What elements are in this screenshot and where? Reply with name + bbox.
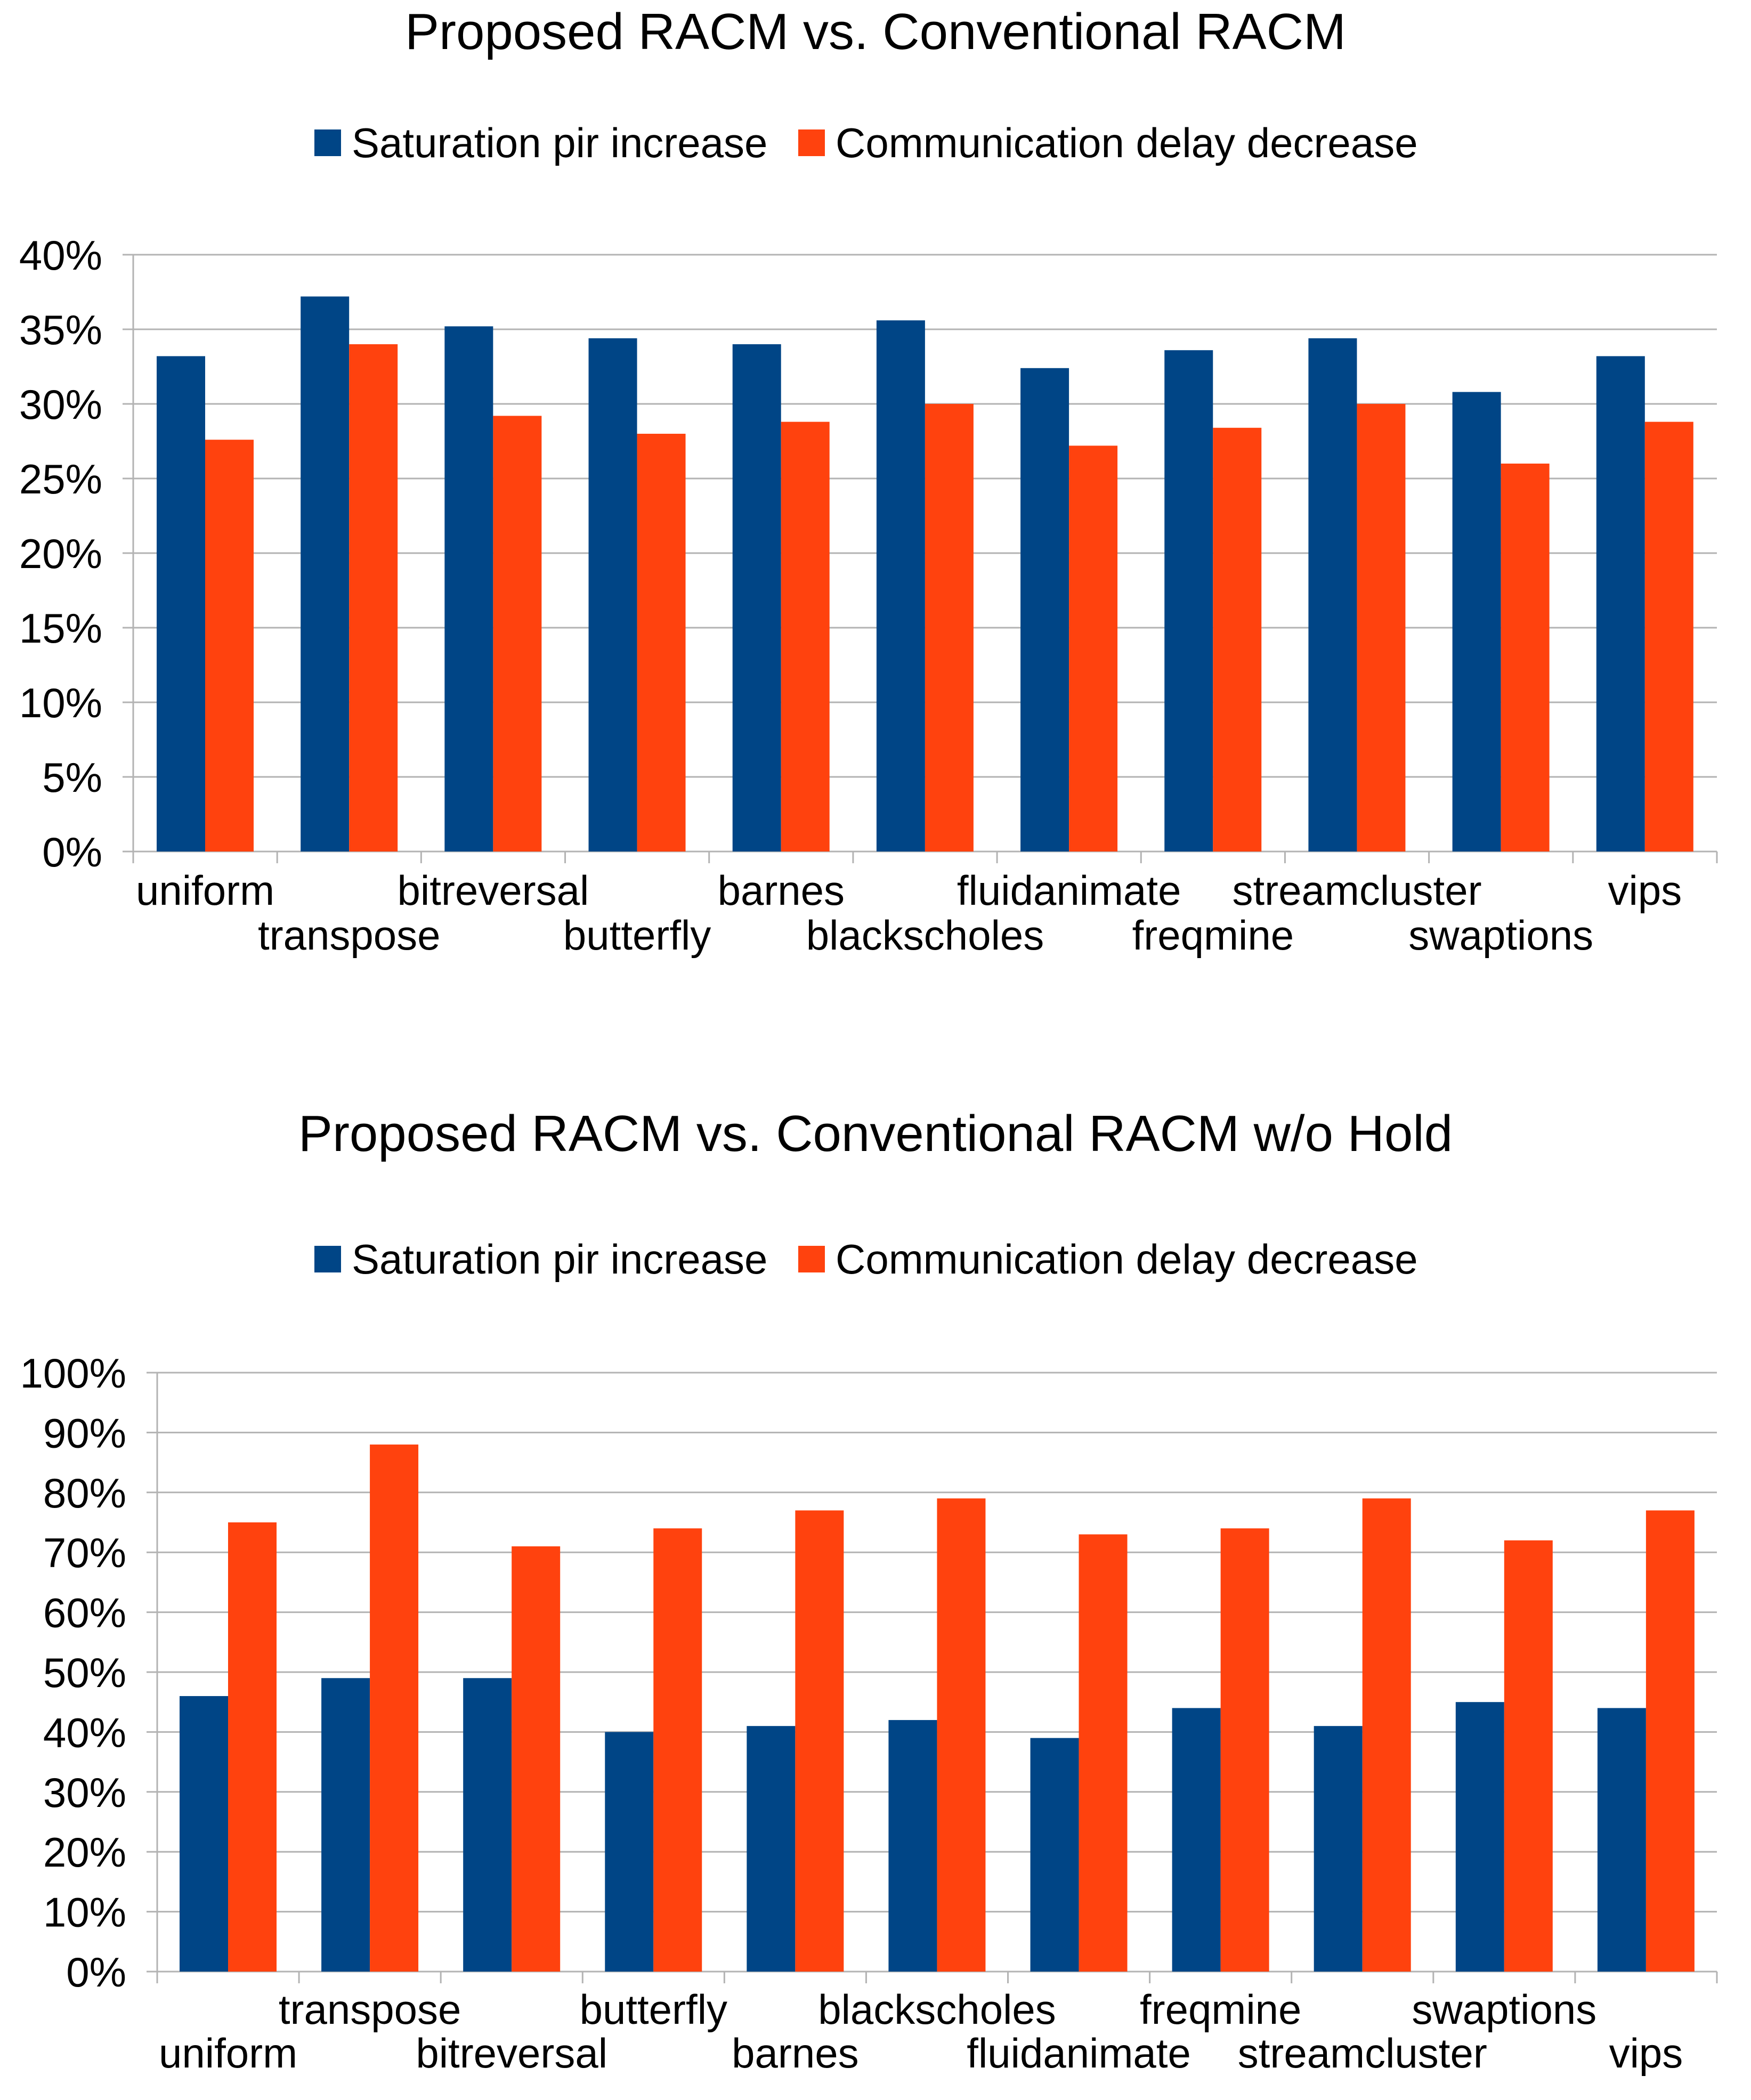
- x-category-label: fluidanimate: [967, 2030, 1191, 2077]
- y-tick-label: 40%: [43, 1709, 126, 1756]
- y-tick-label: 10%: [19, 679, 102, 726]
- bar-fluidanimate-delay: [1069, 445, 1118, 852]
- bar-fluidanimate-saturation: [1020, 368, 1069, 852]
- bar-blackscholes-delay: [937, 1498, 986, 1972]
- bar-uniform-saturation: [180, 1696, 228, 1972]
- x-category-label: transpose: [258, 912, 441, 959]
- bar-uniform-delay: [228, 1522, 277, 1972]
- bar-barnes-delay: [781, 421, 830, 852]
- bar-butterfly-delay: [637, 434, 686, 852]
- bar-freqmine-saturation: [1172, 1708, 1221, 1972]
- legend-label-delay: Communication delay decrease: [836, 1236, 1418, 1283]
- x-category-label: uniform: [159, 2030, 297, 2077]
- y-tick-label: 15%: [19, 605, 102, 652]
- bar-chart-proposed-vs-conventional-without-hold: Proposed RACM vs. Conventional RACM w/o …: [20, 1105, 1718, 2077]
- bar-vips-delay: [1645, 1510, 1695, 1972]
- bar-blackscholes-delay: [925, 404, 974, 852]
- x-category-label: vips: [1609, 2030, 1683, 2077]
- bar-freqmine-delay: [1220, 1528, 1269, 1972]
- x-category-label: streamcluster: [1238, 2030, 1487, 2077]
- bar-barnes-delay: [795, 1510, 844, 1972]
- bar-vips-saturation: [1596, 356, 1645, 852]
- x-category-label: bitreversal: [416, 2030, 607, 2077]
- legend-swatch-saturation: [314, 1246, 341, 1272]
- x-category-label: vips: [1608, 867, 1682, 914]
- y-tick-label: 20%: [19, 530, 102, 577]
- bar-uniform-delay: [205, 440, 254, 852]
- x-category-label: uniform: [136, 867, 274, 914]
- x-category-label: streamcluster: [1232, 867, 1481, 914]
- y-tick-label: 80%: [43, 1470, 126, 1517]
- bar-swaptions-saturation: [1452, 392, 1501, 852]
- bar-chart-proposed-vs-conventional: Proposed RACM vs. Conventional RACM Satur…: [19, 3, 1718, 959]
- bar-bitreversal-saturation: [463, 1678, 512, 1972]
- bar-vips-delay: [1644, 421, 1693, 852]
- y-tick-label: 25%: [19, 456, 102, 502]
- legend-swatch-delay: [798, 129, 825, 156]
- legend-label-delay: Communication delay decrease: [836, 119, 1418, 166]
- bar-blackscholes-saturation: [876, 320, 925, 852]
- y-tick-label: 60%: [43, 1590, 126, 1636]
- x-category-label: transpose: [279, 1986, 461, 2033]
- x-category-label: barnes: [718, 867, 845, 914]
- x-category-label: butterfly: [563, 912, 711, 959]
- chart-title: Proposed RACM vs. Conventional RACM w/o …: [298, 1105, 1453, 1162]
- bar-barnes-saturation: [747, 1726, 796, 1972]
- bar-blackscholes-saturation: [888, 1720, 937, 1972]
- y-tick-label: 35%: [19, 306, 102, 353]
- bar-swaptions-delay: [1504, 1540, 1553, 1972]
- legend-swatch-delay: [798, 1246, 825, 1272]
- chart-title: Proposed RACM vs. Conventional RACM: [405, 3, 1346, 60]
- x-category-label: bitreversal: [398, 867, 589, 914]
- y-tick-label: 10%: [43, 1889, 126, 1936]
- y-tick-label: 40%: [19, 232, 102, 279]
- bar-streamcluster-delay: [1362, 1498, 1411, 1972]
- bar-swaptions-delay: [1501, 464, 1550, 852]
- bar-transpose-delay: [370, 1444, 419, 1972]
- bar-transpose-saturation: [321, 1678, 370, 1972]
- y-tick-label: 70%: [43, 1529, 126, 1576]
- y-tick-label: 90%: [43, 1409, 126, 1456]
- bar-streamcluster-saturation: [1314, 1726, 1363, 1972]
- y-tick-label: 50%: [43, 1649, 126, 1696]
- bar-butterfly-saturation: [605, 1732, 654, 1972]
- bar-butterfly-saturation: [588, 338, 637, 852]
- bar-bitreversal-delay: [512, 1546, 561, 1972]
- x-category-label: freqmine: [1132, 912, 1294, 959]
- x-category-label: swaptions: [1412, 1986, 1596, 2033]
- bar-fluidanimate-delay: [1079, 1534, 1128, 1972]
- x-category-label: butterfly: [580, 1986, 727, 2033]
- y-tick-label: 20%: [43, 1829, 126, 1876]
- bar-swaptions-saturation: [1455, 1702, 1504, 1972]
- legend-label-saturation: Saturation pir increase: [352, 119, 767, 166]
- y-tick-label: 30%: [19, 381, 102, 428]
- bar-barnes-saturation: [732, 344, 781, 852]
- bar-vips-saturation: [1597, 1708, 1646, 1972]
- bar-fluidanimate-saturation: [1030, 1738, 1079, 1972]
- bar-uniform-saturation: [157, 356, 205, 852]
- bar-streamcluster-saturation: [1308, 338, 1357, 852]
- bar-butterfly-delay: [653, 1528, 702, 1972]
- x-category-label: barnes: [732, 2030, 859, 2077]
- y-tick-label: 5%: [42, 754, 102, 801]
- bar-freqmine-saturation: [1164, 350, 1213, 852]
- x-category-label: blackscholes: [818, 1986, 1056, 2033]
- y-tick-label: 100%: [20, 1350, 127, 1397]
- y-tick-label: 30%: [43, 1769, 126, 1816]
- bar-bitreversal-delay: [493, 416, 542, 852]
- x-category-label: fluidanimate: [957, 867, 1181, 914]
- x-category-label: swaptions: [1408, 912, 1593, 959]
- bar-bitreversal-saturation: [444, 326, 493, 852]
- legend-label-saturation: Saturation pir increase: [352, 1236, 767, 1283]
- bar-transpose-delay: [349, 344, 398, 852]
- bar-freqmine-delay: [1213, 427, 1262, 852]
- y-tick-label: 0%: [66, 1949, 126, 1996]
- x-category-label: blackscholes: [806, 912, 1044, 959]
- x-category-label: freqmine: [1140, 1986, 1301, 2033]
- bar-transpose-saturation: [301, 296, 350, 852]
- legend-swatch-saturation: [314, 129, 341, 156]
- y-tick-label: 0%: [42, 829, 102, 875]
- bar-streamcluster-delay: [1357, 404, 1406, 852]
